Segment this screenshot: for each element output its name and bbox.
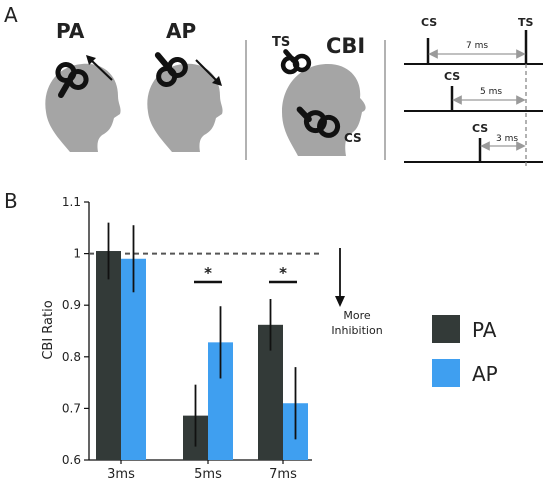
tms-coil-ts-icon	[280, 49, 312, 75]
y-axis-label: CBI Ratio	[41, 300, 56, 359]
bar-ap-3ms	[121, 258, 146, 460]
tms-coil-icon	[55, 62, 89, 99]
ts-label: TS	[272, 35, 290, 50]
legend-swatch-ap	[432, 359, 460, 387]
y-tick-label: 0.7	[62, 401, 81, 415]
more-inhibition-annotation: More Inhibition	[331, 248, 383, 337]
x-tick-label: 3ms	[107, 467, 135, 480]
annotation-line2: Inhibition	[331, 324, 382, 337]
interval-label: 5 ms	[480, 87, 502, 97]
y-tick-label: 0.6	[62, 453, 81, 467]
timing-diagram: CS TS 7 ms CS 5 ms CS 3 ms	[404, 16, 543, 166]
cbi-bar-chart: CBI Ratio 0.6 0.7 0.8 0.9 1 1.1 3ms 5ms 7ms * *	[41, 195, 320, 480]
ap-head-illustration	[147, 52, 223, 152]
significance-star: *	[279, 264, 287, 282]
legend-label-pa: PA	[472, 318, 497, 342]
timing-cs-label: CS	[472, 122, 488, 135]
y-tick-label: 0.9	[62, 298, 81, 312]
panel-b-label: B	[4, 189, 18, 213]
legend-label-ap: AP	[472, 362, 498, 386]
pa-head-illustration	[45, 55, 121, 152]
y-tick-label: 1	[73, 247, 81, 261]
ap-title: AP	[166, 19, 196, 43]
x-tick-label: 5ms	[194, 467, 222, 480]
tms-coil-cs-icon	[296, 106, 341, 138]
tms-coil-icon	[154, 52, 188, 87]
pa-title: PA	[56, 19, 85, 43]
timing-cs-label: CS	[444, 70, 460, 83]
interval-label: 7 ms	[466, 41, 488, 51]
cbi-title: CBI	[326, 34, 365, 58]
head-profile-icon	[282, 64, 366, 156]
legend-swatch-pa	[432, 315, 460, 343]
y-tick-label: 0.8	[62, 350, 81, 364]
y-tick-label: 1.1	[62, 195, 81, 209]
current-direction-arrow-icon	[195, 59, 217, 81]
timing-ts-label: TS	[518, 16, 534, 29]
x-tick-label: 7ms	[269, 467, 297, 480]
current-direction-arrow-icon	[90, 59, 113, 81]
annotation-line1: More	[343, 309, 371, 322]
panel-a-label: A	[4, 3, 18, 27]
legend: PA AP	[432, 315, 498, 387]
cbi-head-illustration	[280, 49, 366, 156]
bar-pa-3ms	[96, 251, 121, 460]
timing-cs-label: CS	[421, 16, 437, 29]
cs-label: CS	[344, 131, 362, 145]
significance-star: *	[204, 264, 212, 282]
interval-label: 3 ms	[496, 134, 518, 144]
